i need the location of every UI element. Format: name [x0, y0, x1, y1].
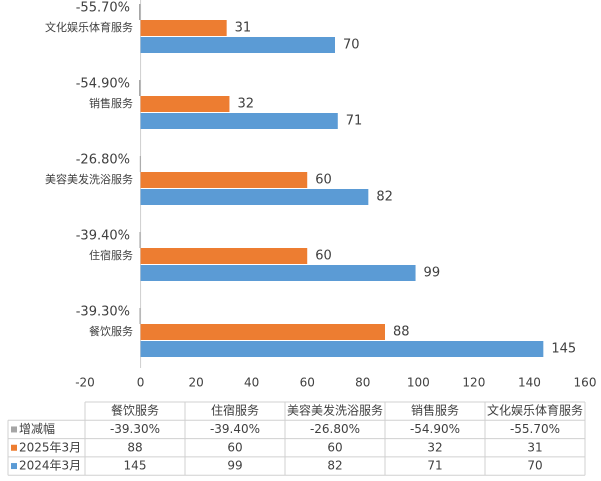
- legend-swatch: [11, 426, 17, 433]
- data-label: 145: [551, 342, 576, 357]
- data-label: 70: [343, 38, 360, 53]
- table-header: 美容美发洗浴服务: [287, 403, 383, 418]
- legend-label: 2024年3月: [19, 459, 81, 473]
- category-label: 销售服务: [89, 96, 133, 110]
- data-label: -55.70%: [76, 1, 130, 16]
- data-label: -26.80%: [76, 153, 130, 168]
- x-tick-label: 100: [407, 376, 430, 390]
- legend-swatch: [11, 463, 17, 470]
- data-label: 60: [315, 249, 332, 264]
- table-cell: 60: [227, 440, 242, 454]
- x-tick-label: 20: [188, 376, 203, 390]
- bar: [140, 189, 369, 205]
- table-cell: -55.70%: [510, 422, 560, 436]
- table-cell: 71: [427, 459, 442, 473]
- legend-label: 增减幅: [19, 421, 55, 436]
- legend-label: 2025年3月: [19, 440, 81, 454]
- x-tick-label: 140: [518, 376, 541, 390]
- bar: [140, 96, 230, 112]
- table-header: 住宿服务: [211, 403, 259, 418]
- legend-swatch: [11, 444, 17, 451]
- bar: [139, 232, 141, 248]
- table-cell: 88: [127, 440, 142, 454]
- data-label: 82: [376, 190, 393, 205]
- x-tick-label: 60: [300, 376, 315, 390]
- table-cell: 99: [227, 459, 242, 473]
- data-label: 88: [393, 325, 410, 340]
- table-cell: 82: [327, 459, 342, 473]
- data-label: 71: [346, 114, 363, 129]
- table-cell: -26.80%: [310, 422, 360, 436]
- table-header: 文化娱乐体育服务: [487, 403, 583, 418]
- table-header: 销售服务: [411, 403, 459, 418]
- bar: [140, 341, 544, 357]
- x-tick-label: 120: [462, 376, 485, 390]
- x-tick-label: -20: [75, 376, 95, 390]
- x-tick-label: 160: [574, 376, 597, 390]
- x-tick-label: 80: [355, 376, 370, 390]
- bar: [140, 113, 338, 129]
- category-label: 餐饮服务: [89, 324, 133, 338]
- bar: [140, 248, 308, 264]
- bar: [139, 80, 141, 96]
- table-cell: 31: [527, 440, 542, 454]
- bar: [140, 172, 308, 188]
- bar: [139, 4, 141, 20]
- bar: [140, 265, 416, 281]
- category-label: 美容美发洗浴服务: [45, 172, 133, 186]
- data-label: -39.30%: [76, 305, 130, 320]
- bar: [140, 37, 335, 53]
- table-cell: -54.90%: [410, 422, 460, 436]
- bar: [139, 308, 141, 324]
- table-cell: 60: [327, 440, 342, 454]
- category-label: 住宿服务: [89, 248, 133, 262]
- table-cell: 32: [427, 440, 442, 454]
- table-cell: -39.30%: [110, 422, 160, 436]
- data-label: 31: [235, 21, 252, 36]
- table-header: 餐饮服务: [111, 403, 159, 418]
- data-label: 99: [424, 266, 441, 281]
- data-label: 32: [237, 97, 254, 112]
- data-label: -39.40%: [76, 229, 130, 244]
- x-tick-label: 40: [244, 376, 259, 390]
- bar: [140, 324, 385, 340]
- data-label: 60: [315, 173, 332, 188]
- bar: [140, 20, 227, 36]
- x-tick-label: 0: [137, 376, 145, 390]
- category-label: 文化娱乐体育服务: [45, 20, 133, 34]
- bar: [139, 156, 141, 172]
- table-cell: 145: [124, 459, 147, 473]
- table-cell: 70: [527, 459, 542, 473]
- table-cell: -39.40%: [210, 422, 260, 436]
- data-label: -54.90%: [76, 77, 130, 92]
